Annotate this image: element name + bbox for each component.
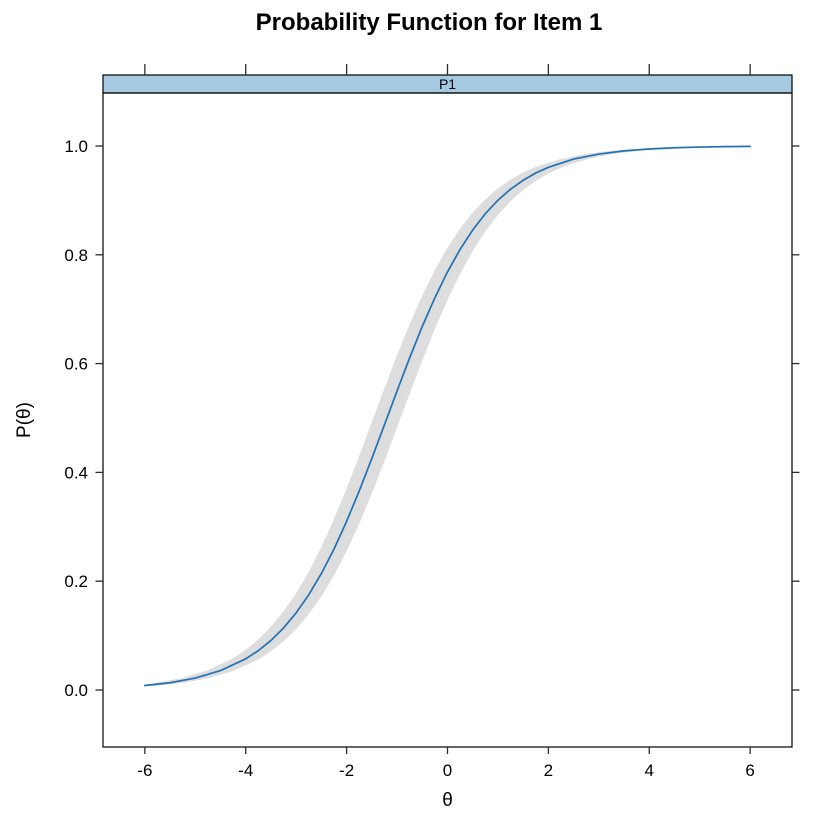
strip-label: P1 <box>439 76 456 92</box>
axes-layer: -6 -4 -2 0 2 4 6 0.0 0.2 0.4 0.6 0.8 1.0 <box>64 64 800 780</box>
y-tick-label: 0.4 <box>64 463 88 482</box>
y-tick-label: 1.0 <box>64 137 88 156</box>
x-tick-label: 0 <box>443 761 452 780</box>
panel-strip: P1 <box>102 74 793 94</box>
confidence-band <box>144 146 751 686</box>
y-tick-label: 0.2 <box>64 572 88 591</box>
y-tick-label: 0.6 <box>64 355 88 374</box>
x-tick-label: 6 <box>745 761 754 780</box>
icc-curve-layer <box>144 145 751 687</box>
y-axis-label: P(θ) <box>14 402 35 438</box>
chart-title: Probability Function for Item 1 <box>256 9 603 36</box>
icc-curve <box>144 145 751 687</box>
x-axis-label: θ <box>442 790 453 811</box>
x-tick-label: -4 <box>238 761 253 780</box>
plot-panel-border <box>102 92 793 748</box>
x-tick-label: 4 <box>645 761 654 780</box>
y-tick-label: 0.8 <box>64 246 88 265</box>
x-tick-label: -2 <box>339 761 354 780</box>
y-tick-label: 0.0 <box>64 681 88 700</box>
x-tick-label: 2 <box>544 761 553 780</box>
confidence-band-layer <box>144 146 751 686</box>
x-tick-label: -6 <box>137 761 152 780</box>
